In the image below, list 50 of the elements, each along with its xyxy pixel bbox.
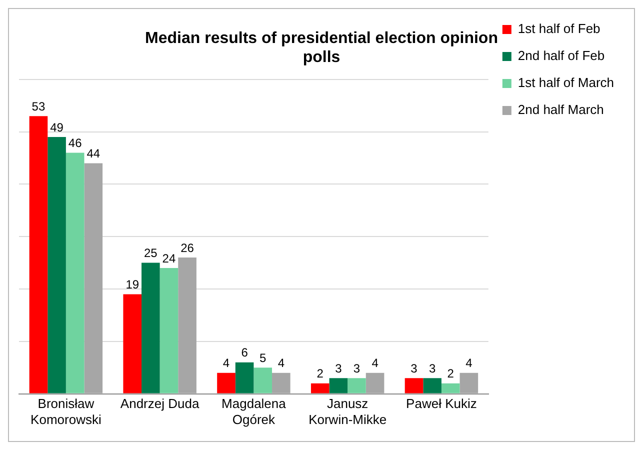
legend-label: 2nd half of Feb [518,48,605,64]
bar [84,163,103,394]
bar [142,262,160,394]
data-label: 4 [278,356,285,370]
data-label: 53 [32,99,46,114]
data-label: 24 [162,251,176,266]
data-label: 4 [222,356,230,370]
data-label: 2 [316,366,324,381]
legend-label: 1st half of Feb [518,21,600,36]
data-label: 2 [447,366,454,381]
data-label: 4 [466,356,473,370]
bar [460,372,478,394]
x-tick-label: Bronisław Komorowski [30,396,102,427]
bar [272,372,290,394]
data-label: 46 [68,136,82,150]
bar [29,116,48,394]
bar [217,372,236,394]
data-label: 49 [50,120,64,134]
bar [329,378,348,394]
data-label: 44 [86,146,100,161]
legend-label: 2nd half March [518,102,604,118]
data-label: 6 [241,346,248,360]
bar [160,268,178,394]
x-tick-label: Andrzej Duda [120,396,200,412]
bar [441,383,460,394]
bar [254,368,272,394]
bar [310,383,330,394]
data-label: 26 [180,240,194,255]
chart-title: Median results of presidential election opinion polls [145,30,498,66]
legend-label: 1st half of March [518,75,614,90]
bar [404,378,424,394]
x-tick-label: Janusz Korwin-Mikke [308,396,387,427]
bar [423,378,442,394]
bar [123,294,142,394]
bar [48,137,66,394]
data-label: 5 [260,350,267,365]
data-label: 25 [144,246,158,260]
bar [235,362,254,394]
bar [348,378,366,394]
data-label: 19 [126,278,140,292]
data-label: 3 [335,361,342,376]
bar [178,258,196,394]
data-label: 3 [410,361,418,376]
bar [66,152,84,394]
x-tick-label: Magdalena Ogórek [222,396,287,427]
bar [366,372,384,394]
x-tick-label: Paweł Kukiz [406,396,477,412]
data-label: 3 [428,361,436,376]
data-label: 3 [353,361,360,376]
data-label: 4 [372,356,379,370]
